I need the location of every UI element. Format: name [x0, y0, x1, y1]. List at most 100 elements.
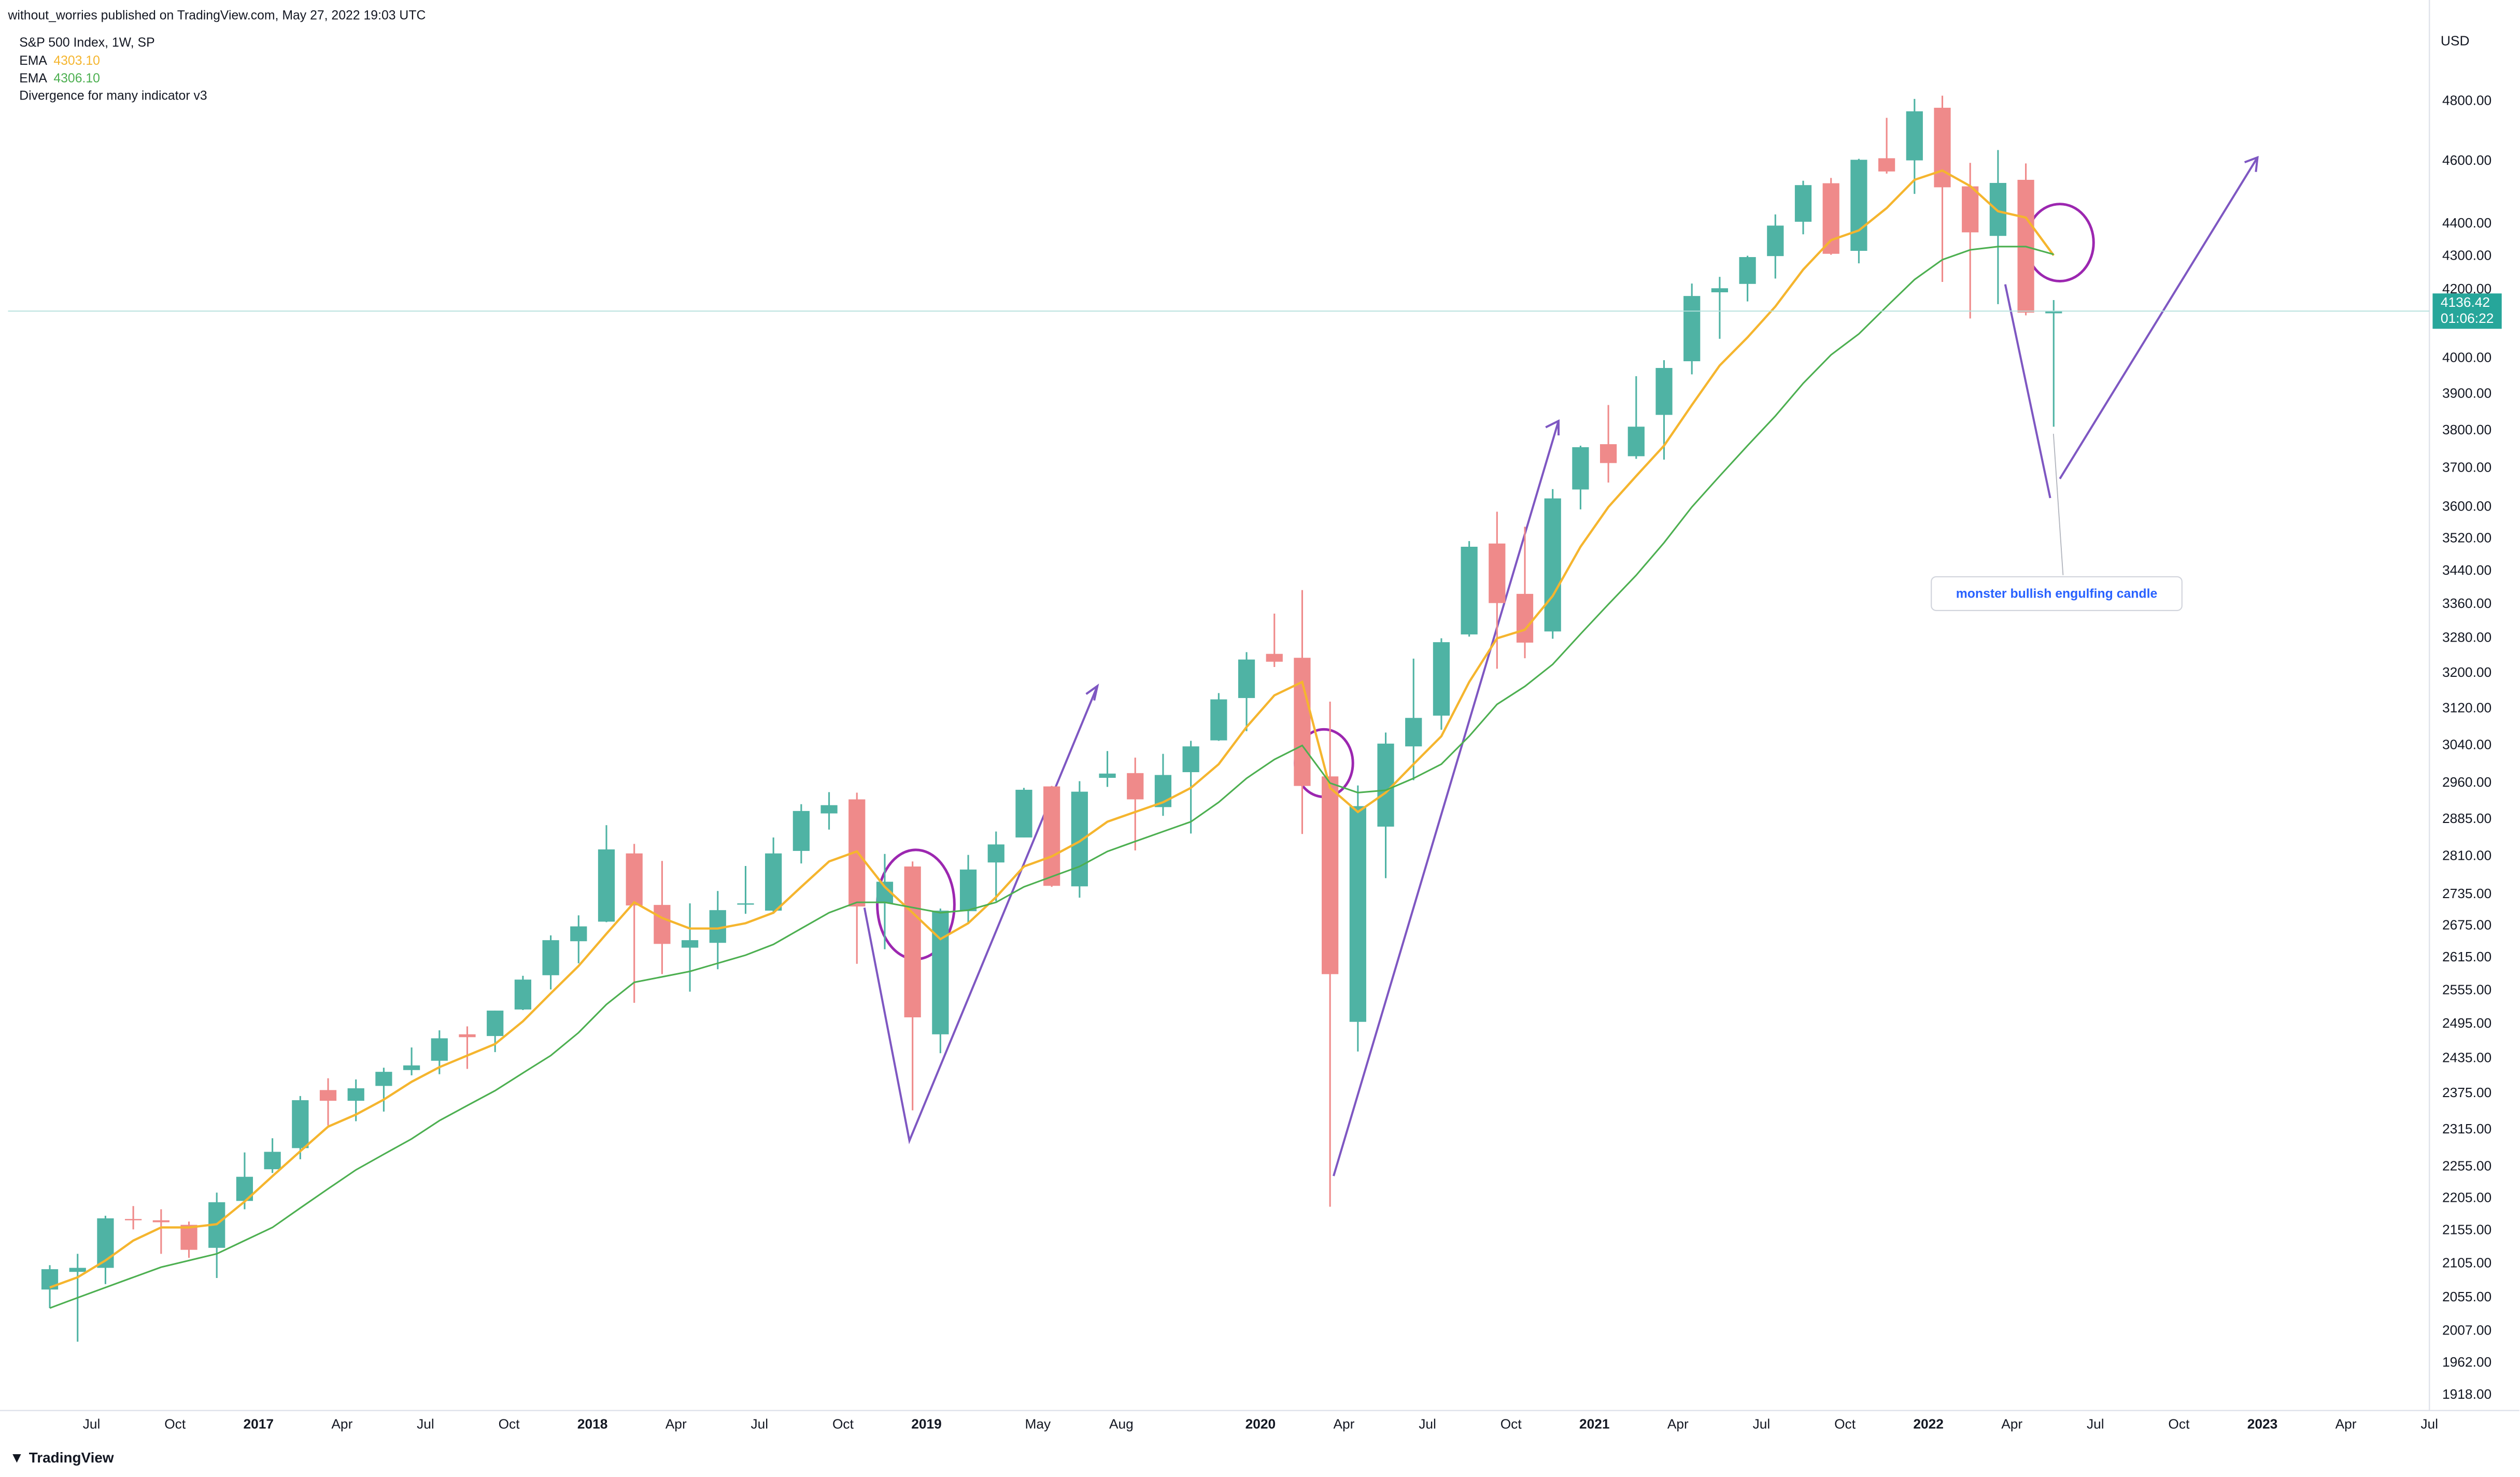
candle-body: [1711, 288, 1729, 293]
candle-body: [626, 853, 643, 906]
x-tick-label: Apr: [1667, 1416, 1689, 1432]
x-tick-label: Jul: [417, 1416, 434, 1432]
x-tick-label: 2022: [1913, 1416, 1944, 1432]
y-tick-label: 3360.00: [2442, 595, 2491, 611]
candle-body: [570, 926, 587, 942]
indicator-name: Divergence for many indicator v3: [19, 89, 207, 103]
y-tick-label: 2205.00: [2442, 1189, 2491, 1205]
candle-body: [1294, 658, 1311, 786]
x-tick-label: Apr: [2335, 1416, 2357, 1432]
y-tick-label: 1962.00: [2442, 1354, 2491, 1370]
candle-body: [1850, 160, 1867, 251]
candle-body: [820, 805, 838, 814]
candle-body: [375, 1072, 392, 1086]
candle-body: [180, 1225, 197, 1250]
y-tick-label: 2055.00: [2442, 1289, 2491, 1304]
y-tick-label: 2315.00: [2442, 1121, 2491, 1137]
y-tick-label: 2960.00: [2442, 774, 2491, 790]
candle-body: [1461, 546, 1478, 635]
candle-body: [1627, 427, 1645, 457]
candle-body: [487, 1011, 504, 1036]
y-tick-label: 2675.00: [2442, 917, 2491, 932]
candle-body: [403, 1065, 420, 1070]
y-tick-label: 3120.00: [2442, 700, 2491, 716]
candle-body: [431, 1038, 448, 1061]
x-tick-label: 2021: [1579, 1416, 1610, 1432]
y-tick-label: 2255.00: [2442, 1158, 2491, 1173]
brand: TradingView: [29, 1450, 114, 1466]
x-tick-label: Oct: [2168, 1416, 2190, 1432]
legend-name: EMA: [19, 71, 47, 85]
chart-title: S&P 500 Index, 1W, SP: [19, 36, 154, 50]
y-tick-label: 4800.00: [2442, 92, 2491, 108]
candle-body: [1822, 183, 1839, 254]
x-tick-label: Oct: [1500, 1416, 1522, 1432]
y-tick-label: 2007.00: [2442, 1322, 2491, 1338]
trend-line: [2059, 157, 2259, 479]
candle-body: [1349, 806, 1366, 1022]
y-tick-label: 2810.00: [2442, 847, 2491, 863]
y-tick-label: 2375.00: [2442, 1085, 2491, 1100]
y-tick-label: 4400.00: [2442, 215, 2491, 231]
legend-value: 4303.10: [53, 53, 100, 67]
candle-body: [1043, 786, 1060, 886]
candle-body: [1934, 107, 1951, 188]
callout-pointer: [2052, 433, 2064, 575]
candle-body: [542, 940, 559, 975]
candle-body: [1433, 642, 1450, 716]
candle-body: [1377, 743, 1394, 827]
trend-line: [863, 685, 1099, 1144]
ema-line: [49, 246, 2054, 1309]
legend-entry: EMA 4306.10: [19, 71, 100, 85]
candle-body: [459, 1034, 476, 1038]
candle-body: [292, 1100, 309, 1148]
y-tick-label: 3700.00: [2442, 460, 2491, 475]
candle-body: [1238, 659, 1255, 698]
legend-value: 4306.10: [53, 71, 100, 85]
x-tick-label: May: [1025, 1416, 1051, 1432]
candle-body: [1182, 746, 1199, 772]
candle-body: [932, 911, 949, 1034]
last-price-label: 4136.42: [2441, 294, 2490, 310]
x-tick-label: Jul: [1419, 1416, 1436, 1432]
y-tick-label: 4300.00: [2442, 248, 2491, 263]
candle-body: [125, 1219, 142, 1220]
currency: USD: [2441, 33, 2470, 49]
arrow-head: [1545, 419, 1560, 436]
candle-body: [1322, 776, 1339, 974]
y-tick-label: 2435.00: [2442, 1049, 2491, 1065]
candle-body: [792, 811, 810, 851]
y-tick-label: 3040.00: [2442, 736, 2491, 752]
candle-body: [1683, 296, 1701, 362]
x-tick-label: Apr: [666, 1416, 687, 1432]
y-tick-label: 3600.00: [2442, 498, 2491, 514]
plot: [8, 95, 2430, 1342]
y-tick-label: 2885.00: [2442, 811, 2491, 826]
callout-box: [1931, 576, 2183, 612]
y-tick-label: 2155.00: [2442, 1222, 2491, 1238]
candle-body: [347, 1088, 364, 1101]
candle-body: [1906, 111, 1923, 161]
candle-body: [319, 1090, 337, 1101]
y-tick-label: 3520.00: [2442, 530, 2491, 545]
candle-body: [959, 869, 977, 912]
trend-line: [2004, 284, 2051, 499]
candle-body: [1962, 186, 1979, 233]
x-tick-label: 2017: [243, 1416, 274, 1432]
x-tick-label: 2020: [1245, 1416, 1276, 1432]
candle-body: [1015, 789, 1032, 837]
y-tick-label: 3900.00: [2442, 385, 2491, 401]
arrow-head: [1085, 684, 1099, 701]
candle-body: [1071, 791, 1088, 887]
y-tick-label: 4000.00: [2442, 350, 2491, 365]
candle-body: [1878, 158, 1895, 172]
x-tick-label: 2019: [911, 1416, 942, 1432]
y-tick-label: 2495.00: [2442, 1015, 2491, 1031]
countdown: 01:06:22: [2441, 310, 2494, 326]
x-tick-label: Aug: [1109, 1416, 1134, 1432]
callout-text: monster bullish engulfing candle: [1956, 587, 2158, 601]
trend-line: [1333, 420, 1560, 1176]
